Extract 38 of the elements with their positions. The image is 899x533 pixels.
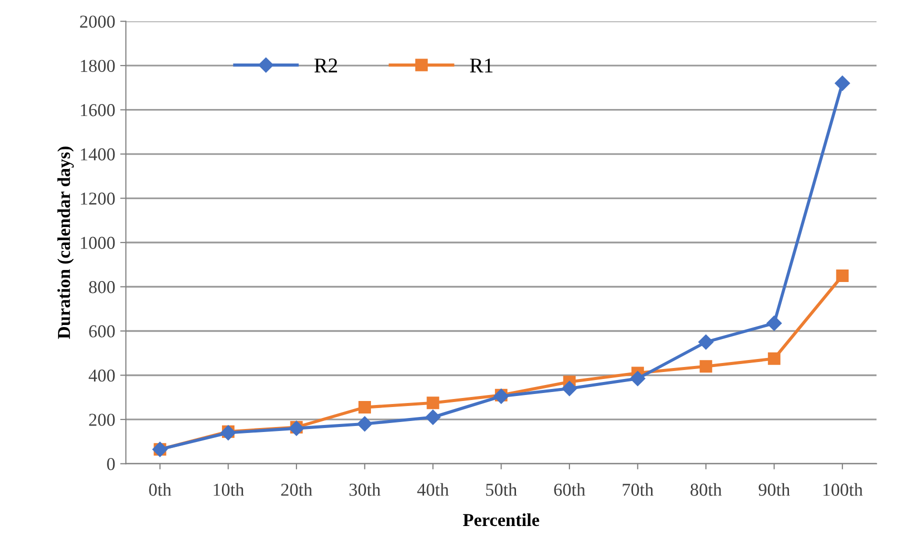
point xyxy=(834,76,850,91)
y-tick-label: 1600 xyxy=(80,104,115,116)
y-tick-label: 800 xyxy=(89,281,115,294)
point xyxy=(766,316,782,331)
y-tick-label: 1400 xyxy=(80,148,115,160)
point xyxy=(425,410,441,425)
point xyxy=(426,396,440,410)
x-tick-label: 100th xyxy=(823,483,863,496)
y-tick-label: 1800 xyxy=(80,60,115,72)
point xyxy=(700,360,712,373)
x-tick-label: 90th xyxy=(758,483,790,496)
y-tick-label: 1200 xyxy=(80,192,115,205)
x-tick-label: 50th xyxy=(486,483,518,496)
y-tick-label: 2000 xyxy=(80,16,115,28)
x-tick-label: 60th xyxy=(554,483,586,496)
x-axis-title: Percentile xyxy=(463,513,540,526)
legend-label: R1 xyxy=(470,58,492,72)
y-axis-title: Duration (calendar days) xyxy=(57,146,74,339)
x-tick-label: 0th xyxy=(149,483,172,496)
y-tick-label: 200 xyxy=(89,414,115,426)
point xyxy=(768,352,780,365)
point xyxy=(698,334,714,350)
point xyxy=(562,380,578,396)
point xyxy=(630,370,646,386)
y-tick-label: 0 xyxy=(107,458,115,470)
x-tick-label: 10th xyxy=(214,483,244,496)
x-tick-label: 70th xyxy=(622,483,654,496)
legend-label: R2 xyxy=(314,58,338,72)
point xyxy=(357,416,372,432)
x-tick-label: 80th xyxy=(690,483,722,496)
y-tick-label: 400 xyxy=(88,369,115,382)
x-tick-label: 40th xyxy=(417,483,449,496)
x-tick-label: 30th xyxy=(350,483,381,496)
point xyxy=(358,401,371,414)
point xyxy=(836,269,849,282)
x-tick-label: 20th xyxy=(281,483,312,496)
y-tick-label: 600 xyxy=(89,325,115,338)
y-tick-label: 1000 xyxy=(80,236,115,249)
